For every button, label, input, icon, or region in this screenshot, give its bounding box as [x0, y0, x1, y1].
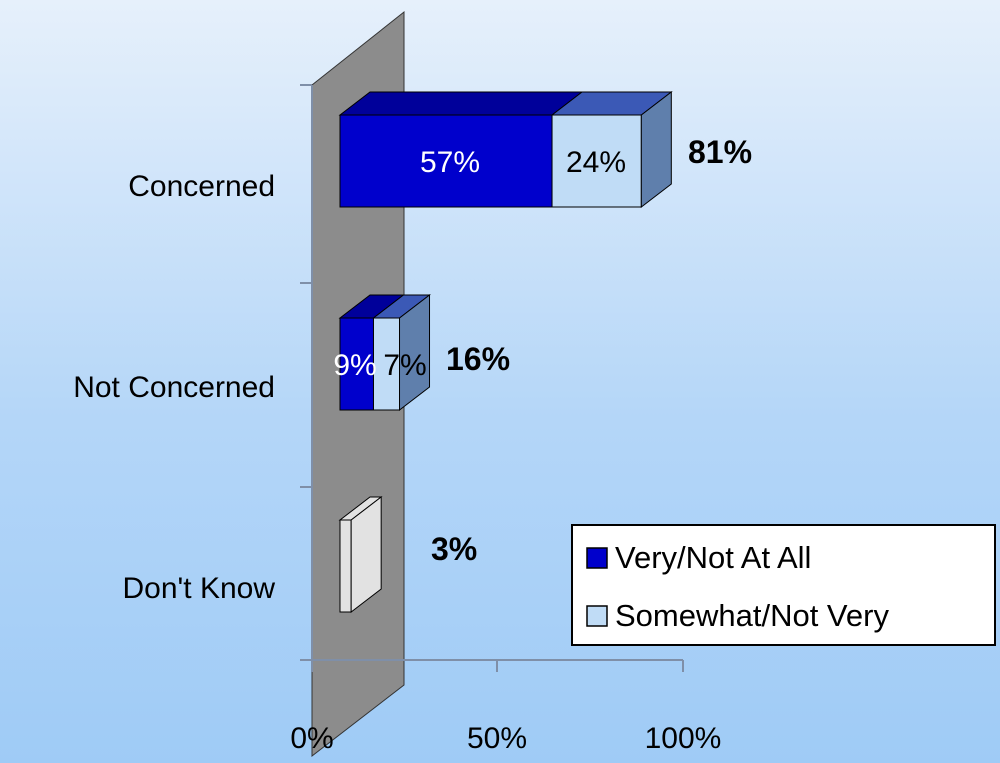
legend-label-somewhat: Somewhat/Not Very	[615, 598, 889, 633]
x-tick-label-100: 100%	[645, 722, 722, 755]
legend-box	[571, 524, 996, 646]
segment-label-concerned-somewhat: 24%	[566, 146, 626, 179]
legend-swatch-somewhat	[586, 605, 608, 627]
x-tick-label-50: 50%	[467, 722, 527, 755]
category-label-dont-know: Don't Know	[123, 572, 276, 605]
segment-label-notconcerned-somewhat: 7%	[383, 349, 426, 382]
x-tick-label-0: 0%	[290, 722, 333, 755]
bars-group	[338, 90, 673, 614]
bar-concerned-somewhat	[551, 114, 642, 208]
bar-not-concerned-somewhat	[372, 317, 401, 411]
legend: Very/Not At All Somewhat/Not Very	[571, 524, 996, 646]
total-label-dont-know: 3%	[431, 531, 477, 567]
bar-concerned-very-top	[338, 91, 584, 116]
category-label-not-concerned: Not Concerned	[73, 371, 275, 404]
bar-not-concerned-very	[339, 317, 374, 411]
total-label-concerned: 81%	[688, 134, 752, 170]
axis-ticks	[300, 84, 684, 672]
legend-swatch-very	[586, 547, 608, 569]
bar-concerned-somewhat-side	[640, 90, 672, 209]
segment-label-concerned-very: 57%	[420, 146, 480, 179]
bar-dont-know-somewhat-side	[350, 495, 382, 614]
bar-concerned-very	[339, 114, 553, 208]
legend-label-very: Very/Not At All	[615, 540, 811, 575]
total-label-not-concerned: 16%	[446, 341, 510, 377]
bar-not-concerned-somewhat-side	[399, 293, 431, 412]
category-label-concerned: Concerned	[128, 170, 275, 203]
segment-label-notconcerned-very: 9%	[333, 349, 376, 382]
bar-dont-know-somewhat	[339, 519, 352, 613]
